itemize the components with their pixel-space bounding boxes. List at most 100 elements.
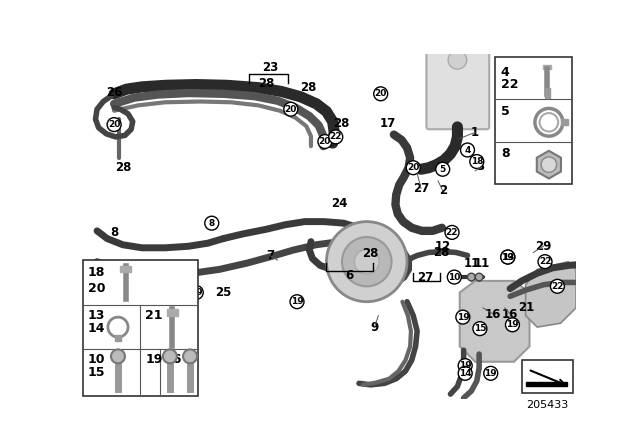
Text: 28: 28 xyxy=(115,161,132,174)
Text: 18: 18 xyxy=(470,157,483,166)
Circle shape xyxy=(550,280,564,293)
Circle shape xyxy=(501,250,515,264)
Text: 22: 22 xyxy=(501,78,518,90)
Text: 5: 5 xyxy=(501,104,509,117)
Circle shape xyxy=(445,225,459,239)
Text: 13: 13 xyxy=(502,253,514,262)
Text: 20: 20 xyxy=(108,120,120,129)
Text: 19: 19 xyxy=(145,353,163,366)
Text: 4: 4 xyxy=(501,66,509,79)
Text: 15: 15 xyxy=(474,324,486,333)
Bar xyxy=(522,360,573,392)
Text: 21: 21 xyxy=(145,310,163,323)
Circle shape xyxy=(436,162,450,176)
Circle shape xyxy=(473,322,487,336)
Text: 3: 3 xyxy=(477,160,484,173)
Text: 28: 28 xyxy=(258,77,274,90)
Circle shape xyxy=(541,157,557,172)
Text: 28: 28 xyxy=(433,246,449,259)
Text: 11: 11 xyxy=(474,258,490,271)
Circle shape xyxy=(456,310,470,324)
Text: 22: 22 xyxy=(445,228,458,237)
Text: 2: 2 xyxy=(438,184,447,197)
Text: 25: 25 xyxy=(215,286,232,299)
Text: 22: 22 xyxy=(551,282,564,291)
Circle shape xyxy=(458,366,472,380)
Text: 8: 8 xyxy=(501,147,509,160)
Text: 5: 5 xyxy=(440,165,446,174)
Text: 8: 8 xyxy=(110,226,118,239)
Bar xyxy=(545,88,550,99)
Text: 20: 20 xyxy=(319,137,331,146)
Text: 20: 20 xyxy=(374,89,387,98)
Bar xyxy=(83,260,198,396)
Text: 21: 21 xyxy=(518,302,534,314)
Circle shape xyxy=(111,349,125,363)
Polygon shape xyxy=(460,281,529,362)
Circle shape xyxy=(189,285,204,299)
Text: 28: 28 xyxy=(300,81,317,94)
Circle shape xyxy=(374,87,388,101)
Polygon shape xyxy=(525,262,576,327)
Circle shape xyxy=(461,143,474,157)
Circle shape xyxy=(458,359,472,373)
Circle shape xyxy=(290,295,304,309)
Text: 7: 7 xyxy=(266,249,274,262)
Circle shape xyxy=(342,237,392,286)
Circle shape xyxy=(447,270,461,284)
Text: 26: 26 xyxy=(106,86,122,99)
Text: 17: 17 xyxy=(380,116,396,129)
Circle shape xyxy=(467,273,476,281)
FancyBboxPatch shape xyxy=(426,52,489,129)
Text: 14: 14 xyxy=(459,369,472,378)
Circle shape xyxy=(329,130,343,144)
Text: 28: 28 xyxy=(362,247,379,260)
Text: 8: 8 xyxy=(209,219,215,228)
Text: 19: 19 xyxy=(506,320,519,329)
Text: 205433: 205433 xyxy=(526,400,568,410)
Text: 20: 20 xyxy=(285,105,297,114)
Polygon shape xyxy=(537,151,561,178)
Text: 26: 26 xyxy=(164,353,181,366)
Circle shape xyxy=(355,250,379,274)
Bar xyxy=(525,382,568,386)
Bar xyxy=(120,266,131,272)
Text: 18: 18 xyxy=(88,266,105,279)
Bar xyxy=(115,335,121,341)
Bar xyxy=(167,310,178,315)
Text: 9: 9 xyxy=(371,321,379,334)
Text: 10: 10 xyxy=(448,272,461,281)
Text: 27: 27 xyxy=(413,182,429,195)
Text: 27: 27 xyxy=(417,271,433,284)
Text: 20: 20 xyxy=(407,163,419,172)
Text: 16: 16 xyxy=(502,307,518,320)
Circle shape xyxy=(470,155,484,168)
Text: 4: 4 xyxy=(464,146,470,155)
Text: 19: 19 xyxy=(484,369,497,378)
Text: 12: 12 xyxy=(435,240,451,253)
Text: 15: 15 xyxy=(88,366,105,379)
Bar xyxy=(543,65,551,69)
Text: 28: 28 xyxy=(333,116,349,129)
Text: 22: 22 xyxy=(539,257,551,266)
Circle shape xyxy=(205,216,219,230)
Text: 19: 19 xyxy=(179,263,192,272)
Text: 13: 13 xyxy=(88,310,105,323)
Text: 19: 19 xyxy=(459,361,472,370)
Circle shape xyxy=(326,222,407,302)
Circle shape xyxy=(448,51,467,69)
Text: 19: 19 xyxy=(456,313,469,322)
Circle shape xyxy=(406,161,420,175)
Text: 23: 23 xyxy=(262,61,278,74)
Text: 16: 16 xyxy=(485,307,501,320)
Bar xyxy=(561,119,568,125)
Text: 22: 22 xyxy=(330,133,342,142)
Circle shape xyxy=(476,273,483,281)
Bar xyxy=(495,57,572,184)
Text: 1: 1 xyxy=(471,126,479,139)
Text: 14: 14 xyxy=(88,322,105,335)
Text: 20: 20 xyxy=(88,282,105,295)
Text: 24: 24 xyxy=(332,198,348,211)
Text: 10: 10 xyxy=(88,353,105,366)
Circle shape xyxy=(284,102,298,116)
